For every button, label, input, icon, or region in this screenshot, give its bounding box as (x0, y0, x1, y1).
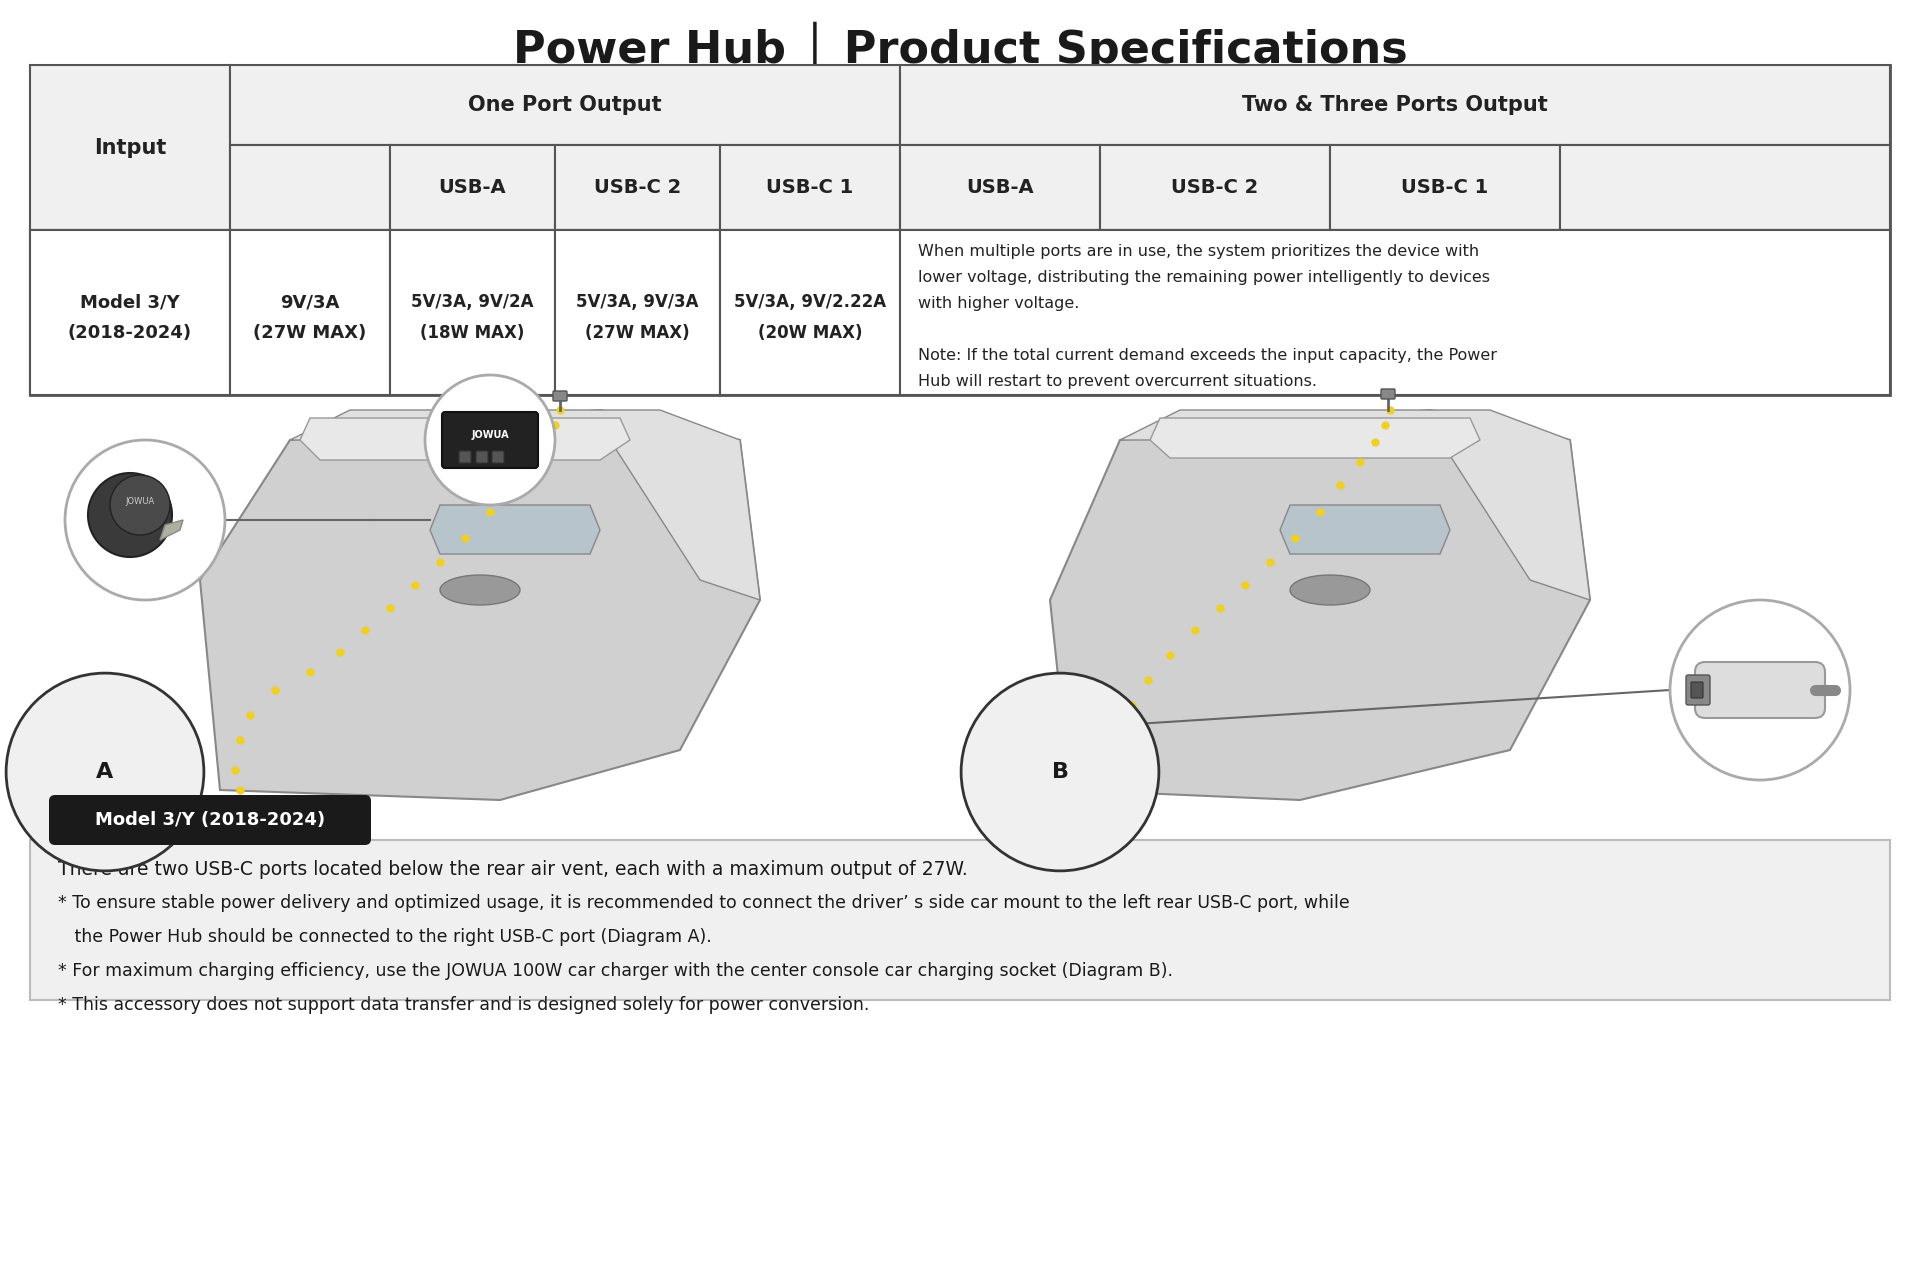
Text: Model 3/Y: Model 3/Y (81, 293, 180, 311)
FancyBboxPatch shape (459, 451, 470, 463)
Text: with higher voltage.: with higher voltage. (918, 296, 1079, 311)
Bar (31, 65, 230, 230)
FancyBboxPatch shape (244, 817, 257, 827)
Text: USB-C 1: USB-C 1 (766, 178, 854, 197)
Text: lower voltage, distributing the remaining power intelligently to devices: lower voltage, distributing the remainin… (918, 270, 1490, 285)
Circle shape (109, 475, 171, 535)
Text: A: A (96, 762, 113, 782)
Text: the Power Hub should be connected to the right USB-C port (Diagram A).: the Power Hub should be connected to the… (58, 928, 712, 946)
Polygon shape (1281, 506, 1450, 554)
Bar (1100, 145, 1331, 230)
Polygon shape (159, 520, 182, 540)
Text: One Port Output: One Port Output (468, 95, 662, 115)
Text: (18W MAX): (18W MAX) (420, 324, 524, 342)
FancyBboxPatch shape (1686, 675, 1711, 705)
Text: B: B (1052, 762, 1069, 782)
Polygon shape (430, 506, 599, 554)
FancyBboxPatch shape (1695, 662, 1826, 718)
FancyBboxPatch shape (553, 390, 566, 401)
Bar (390, 145, 555, 230)
Text: * This accessory does not support data transfer and is designed solely for power: * This accessory does not support data t… (58, 996, 870, 1014)
Text: There are two USB-C ports located below the rear air vent, each with a maximum o: There are two USB-C ports located below … (58, 860, 968, 879)
Text: (20W MAX): (20W MAX) (758, 324, 862, 342)
Bar (1331, 145, 1559, 230)
Bar (1559, 145, 1889, 230)
FancyBboxPatch shape (1380, 389, 1396, 399)
Bar (390, 230, 555, 396)
Text: (27W MAX): (27W MAX) (586, 324, 689, 342)
Bar (555, 230, 720, 396)
Text: USB-C 2: USB-C 2 (1171, 178, 1260, 197)
Text: Two & Three Ports Output: Two & Three Ports Output (1242, 95, 1548, 115)
Text: * To ensure stable power delivery and optimized usage, it is recommended to conn: * To ensure stable power delivery and op… (58, 893, 1350, 911)
Bar (900, 230, 1889, 396)
FancyBboxPatch shape (492, 451, 503, 463)
Text: USB-C 2: USB-C 2 (593, 178, 682, 197)
Polygon shape (300, 419, 630, 460)
Polygon shape (1050, 410, 1590, 800)
Bar (720, 145, 900, 230)
Polygon shape (1150, 419, 1480, 458)
Text: Intput: Intput (94, 137, 167, 157)
FancyBboxPatch shape (442, 412, 538, 468)
Bar (555, 145, 720, 230)
Bar (720, 230, 900, 396)
Text: (27W MAX): (27W MAX) (253, 324, 367, 342)
FancyBboxPatch shape (50, 795, 371, 845)
Circle shape (1670, 600, 1851, 780)
Bar (230, 230, 390, 396)
Text: 9V/3A: 9V/3A (280, 293, 340, 311)
FancyBboxPatch shape (476, 451, 488, 463)
Bar (31, 230, 1889, 396)
Ellipse shape (1290, 575, 1371, 605)
Text: JOWUA: JOWUA (470, 430, 509, 440)
Text: 5V/3A, 9V/2.22A: 5V/3A, 9V/2.22A (733, 293, 885, 311)
Ellipse shape (440, 575, 520, 605)
Circle shape (424, 375, 555, 506)
Text: When multiple ports are in use, the system prioritizes the device with: When multiple ports are in use, the syst… (918, 244, 1478, 259)
Text: 5V/3A, 9V/2A: 5V/3A, 9V/2A (411, 293, 534, 311)
Text: USB-A: USB-A (438, 178, 507, 197)
Text: (2018-2024): (2018-2024) (67, 324, 192, 342)
FancyBboxPatch shape (1692, 682, 1703, 698)
Bar (31, 230, 230, 396)
Circle shape (65, 440, 225, 600)
Bar (230, 65, 900, 145)
Bar (31, 840, 1889, 1000)
Text: * For maximum charging efficiency, use the JOWUA 100W car charger with the cente: * For maximum charging efficiency, use t… (58, 963, 1173, 980)
Text: Hub will restart to prevent overcurrent situations.: Hub will restart to prevent overcurrent … (918, 374, 1317, 389)
Bar (230, 145, 390, 230)
Text: USB-C 1: USB-C 1 (1402, 178, 1488, 197)
Text: Model 3/Y (2018-2024): Model 3/Y (2018-2024) (94, 812, 324, 829)
Bar (900, 145, 1100, 230)
Bar (900, 65, 1889, 145)
Bar (31, 65, 1889, 396)
Text: Power Hub │ Product Specifications: Power Hub │ Product Specifications (513, 22, 1407, 74)
Text: 5V/3A, 9V/3A: 5V/3A, 9V/3A (576, 293, 699, 311)
Polygon shape (290, 410, 760, 600)
Polygon shape (1119, 410, 1590, 600)
Text: Note: If the total current demand exceeds the input capacity, the Power: Note: If the total current demand exceed… (918, 348, 1498, 364)
Text: JOWUA: JOWUA (125, 498, 156, 507)
Text: USB-A: USB-A (966, 178, 1033, 197)
Circle shape (88, 474, 173, 557)
Polygon shape (200, 410, 760, 800)
